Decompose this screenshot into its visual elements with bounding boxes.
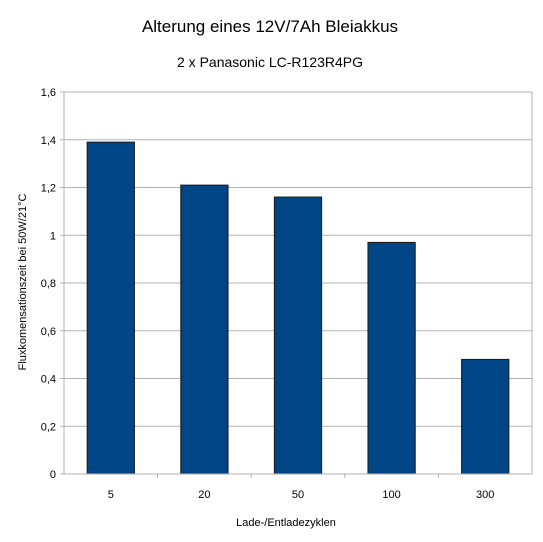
bar-50	[273, 196, 323, 475]
x-tick-label: 5	[108, 489, 114, 501]
y-tick-label: 0	[50, 469, 56, 481]
plot-area-frame	[63, 91, 533, 475]
y-tick-label: 0,6	[41, 326, 56, 338]
y-tick-labels: 0 0,2 0,4 0,6 0,8 1 1,2 1,4 1,6	[41, 87, 56, 481]
x-tick-label: 300	[476, 489, 494, 501]
y-tick-label: 0,4	[41, 374, 56, 386]
chart-title: Alterung eines 12V/7Ah Bleiakkus	[142, 17, 398, 36]
y-tick-label: 1,6	[41, 87, 56, 99]
x-tick-label: 100	[382, 489, 400, 501]
x-axis-label: Lade-/Entladezyklen	[236, 517, 336, 529]
bar-20	[180, 184, 229, 475]
y-tick-label: 1	[50, 230, 56, 242]
chart-subtitle: 2 x Panasonic LC-R123R4PG	[177, 54, 363, 70]
bar-100	[367, 241, 416, 475]
x-tick-label: 50	[292, 489, 304, 501]
y-tick-label: 0,8	[41, 278, 56, 290]
bar-5	[86, 141, 135, 475]
x-tick-labels: 5 20 50 100 300	[108, 489, 495, 501]
bar-300	[461, 358, 510, 475]
y-tick-label: 1,4	[41, 135, 56, 147]
y-tick-label: 0,2	[41, 421, 56, 433]
y-tick-label: 1,2	[41, 183, 56, 195]
y-axis-label: Fluxkomensationszeit bei 50W/21°C	[17, 194, 29, 371]
x-tick-label: 20	[198, 489, 210, 501]
bars	[86, 141, 510, 475]
